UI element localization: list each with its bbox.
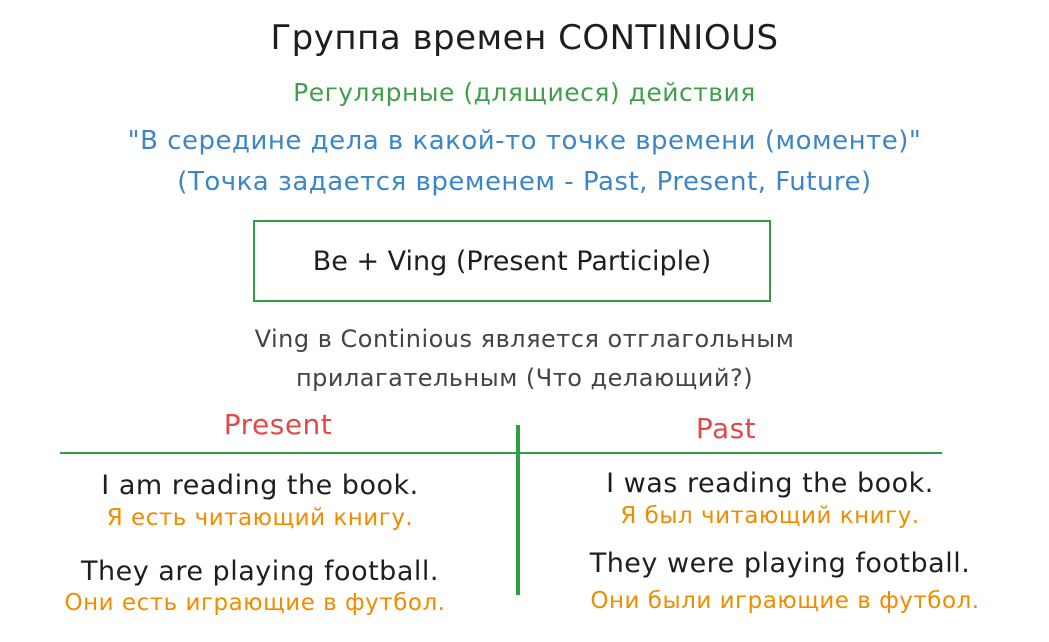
past-example-2-english: They were playing football. [589, 548, 971, 579]
formula-text: Be + Ving (Present Participle) [312, 245, 712, 277]
past-example-2-translation: Они были играющие в футбол. [590, 588, 980, 614]
present-example-2-english: They are playing football. [81, 556, 439, 587]
vertical-divider [516, 425, 520, 595]
note-line-1: Ving в Continious является отглагольным [254, 325, 795, 353]
note-line-2: прилагательным (Что делающий?) [295, 364, 754, 392]
formula-box: Be + Ving (Present Participle) [253, 220, 771, 302]
diagram-title: Группа времен CONTINIOUS [270, 18, 779, 58]
present-example-1-english: I am reading the book. [101, 470, 419, 501]
present-heading: Present [223, 408, 333, 441]
horizontal-divider [60, 452, 942, 454]
past-example-1-english: I was reading the book. [606, 468, 934, 499]
subtitle: Регулярные (длящиеся) действия [293, 78, 756, 107]
present-example-2-translation: Они есть играющие в футбол. [64, 590, 446, 616]
quote-line-2: (Точка задается временем - Past, Present… [177, 167, 872, 197]
past-example-1-translation: Я был читающий книгу. [620, 503, 920, 529]
past-heading: Past [695, 412, 757, 445]
quote-line-1: "В середине дела в какой-то точке времен… [127, 126, 922, 156]
present-example-1-translation: Я есть читающий книгу. [106, 505, 414, 531]
